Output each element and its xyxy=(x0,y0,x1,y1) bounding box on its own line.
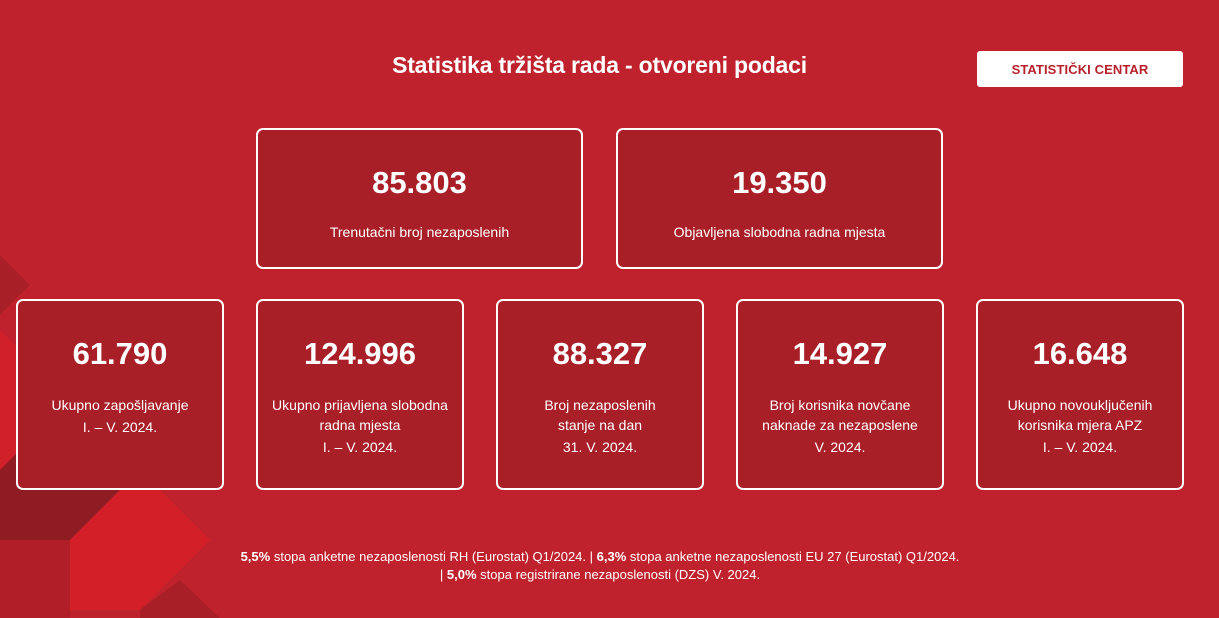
stat-label: Ukupno prijavljena slobodna radna mjesta xyxy=(272,397,448,433)
rate-rh-text: stopa anketne nezaposlenosti RH (Eurosta… xyxy=(270,549,597,564)
stat-value: 19.350 xyxy=(732,165,827,200)
stat-period: I. – V. 2024. xyxy=(1042,439,1118,455)
stat-label: Objavljena slobodna radna mjesta xyxy=(673,224,886,240)
stat-label: Broj nezaposlenih stanje na dan xyxy=(544,397,656,433)
rate-registered-value: 5,0% xyxy=(446,567,477,582)
stat-value: 124.996 xyxy=(303,336,417,371)
stat-value: 85.803 xyxy=(372,165,467,200)
stat-value: 14.927 xyxy=(792,336,888,371)
stat-label: Ukupno novouključenih korisnika mjera AP… xyxy=(1007,397,1153,433)
stat-card-total-employment[interactable]: 61.790 Ukupno zapošljavanje I. – V. 2024… xyxy=(16,299,224,490)
stat-period: I. – V. 2024. xyxy=(82,419,158,435)
stat-period: 31. V. 2024. xyxy=(562,439,638,455)
page-title: Statistika tržišta rada - otvoreni podac… xyxy=(392,52,807,78)
stat-label: Ukupno zapošljavanje xyxy=(51,397,189,413)
rate-eu-text: stopa anketne nezaposlenosti EU 27 (Euro… xyxy=(439,549,960,582)
stat-value: 61.790 xyxy=(72,336,168,371)
stat-value: 88.327 xyxy=(552,336,648,371)
stat-label: Trenutačni broj nezaposlenih xyxy=(329,224,510,240)
stat-value: 16.648 xyxy=(1032,336,1128,371)
statistical-center-button[interactable]: STATISTIČKI CENTAR xyxy=(977,51,1183,87)
rate-registered-text: stopa registrirane nezaposlenosti (DZS) … xyxy=(476,567,761,582)
stat-card-apz-users[interactable]: 16.648 Ukupno novouključenih korisnika m… xyxy=(976,299,1184,490)
stat-label: Broj korisnika novčane naknade za nezapo… xyxy=(762,397,918,433)
stat-card-current-unemployed[interactable]: 85.803 Trenutačni broj nezaposlenih xyxy=(256,128,583,269)
stat-card-reported-vacancies[interactable]: 124.996 Ukupno prijavljena slobodna radn… xyxy=(256,299,464,490)
stat-card-unemployed-on-date[interactable]: 88.327 Broj nezaposlenih stanje na dan 3… xyxy=(496,299,704,490)
stat-period: V. 2024. xyxy=(814,439,866,455)
stat-period: I. – V. 2024. xyxy=(322,439,398,455)
rate-rh-value: 5,5% xyxy=(240,549,271,564)
unemployment-rates-footer: 5,5% stopa anketne nezaposlenosti RH (Eu… xyxy=(240,548,960,584)
stat-card-benefit-recipients[interactable]: 14.927 Broj korisnika novčane naknade za… xyxy=(736,299,944,490)
stat-card-published-vacancies[interactable]: 19.350 Objavljena slobodna radna mjesta xyxy=(616,128,943,269)
rate-eu-value: 6,3% xyxy=(596,549,627,564)
